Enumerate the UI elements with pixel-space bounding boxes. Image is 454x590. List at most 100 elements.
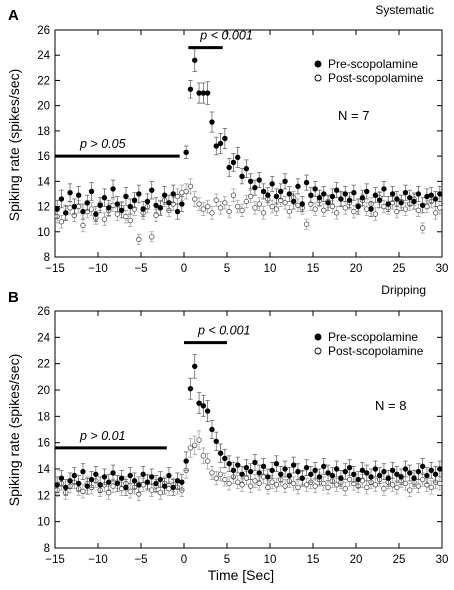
pre-scopolamine-point bbox=[101, 195, 108, 201]
post-scopolamine-point bbox=[419, 476, 426, 483]
x-tick-label: 25 bbox=[393, 554, 406, 566]
pre-scopolamine-point bbox=[381, 186, 387, 192]
post-scopolamine-point bbox=[196, 201, 202, 207]
pre-scopolamine-point bbox=[80, 208, 86, 215]
legend-label: Post-scopolamine bbox=[328, 344, 424, 358]
x-tick-label: 15 bbox=[307, 263, 320, 275]
post-scopolamine-point bbox=[247, 193, 254, 200]
pre-scopolamine-point bbox=[269, 181, 275, 187]
pre-scopolamine-point bbox=[260, 463, 267, 470]
pre-scopolamine-point bbox=[179, 201, 185, 207]
pre-scopolamine-point bbox=[93, 211, 99, 217]
pre-scopolamine-point bbox=[140, 206, 146, 212]
post-scopolamine-point bbox=[110, 483, 116, 489]
pre-scopolamine-point bbox=[415, 191, 422, 197]
pre-scopolamine-point bbox=[308, 471, 314, 477]
y-tick-label: 8 bbox=[44, 543, 50, 555]
pre-scopolamine-point bbox=[303, 464, 310, 471]
pre-scopolamine-point bbox=[415, 468, 422, 475]
post-scopolamine-point bbox=[222, 200, 228, 206]
x-tick-label: 0 bbox=[181, 263, 187, 275]
post-scopolamine-point bbox=[252, 478, 258, 484]
post-scopolamine-point bbox=[88, 206, 95, 212]
pre-scopolamine-point bbox=[196, 400, 202, 406]
post-scopolamine-point bbox=[437, 480, 443, 487]
post-scopolamine-point bbox=[389, 482, 396, 488]
post-scopolamine-point bbox=[247, 483, 254, 489]
post-scopolamine-point bbox=[372, 211, 379, 217]
pre-scopolamine-point bbox=[200, 403, 207, 409]
pre-scopolamine-point bbox=[402, 189, 409, 196]
post-scopolamine-point bbox=[290, 480, 297, 487]
pre-scopolamine-point bbox=[368, 206, 374, 212]
pre-scopolamine-point bbox=[424, 193, 430, 200]
pre-scopolamine-point bbox=[88, 188, 95, 195]
post-scopolamine-point bbox=[364, 484, 370, 491]
pre-scopolamine-point bbox=[114, 201, 121, 207]
pre-scopolamine-point bbox=[312, 186, 318, 192]
significance-label: p < 0.001 bbox=[197, 324, 250, 338]
post-scopolamine-point bbox=[235, 203, 241, 210]
pre-scopolamine-point bbox=[209, 119, 215, 125]
y-tick-label: 16 bbox=[37, 151, 50, 163]
post-scopolamine-point bbox=[226, 480, 232, 487]
pre-scopolamine-point bbox=[67, 478, 73, 484]
pre-scopolamine-point bbox=[303, 179, 310, 186]
post-scopolamine-point bbox=[282, 200, 288, 206]
pre-scopolamine-point bbox=[407, 470, 413, 476]
pre-scopolamine-point bbox=[372, 192, 379, 198]
post-scopolamine-point bbox=[415, 207, 422, 214]
post-scopolamine-point bbox=[346, 476, 353, 483]
post-scopolamine-point bbox=[256, 201, 262, 207]
pre-scopolamine-point bbox=[88, 476, 95, 483]
pre-scopolamine-point bbox=[153, 480, 159, 487]
y-tick-label: 20 bbox=[37, 101, 50, 113]
post-scopolamine-point bbox=[80, 222, 86, 229]
pre-scopolamine-point bbox=[273, 461, 280, 467]
pre-scopolamine-point bbox=[97, 482, 103, 488]
y-tick-label: 14 bbox=[37, 176, 50, 188]
pre-scopolamine-point bbox=[338, 475, 344, 481]
pre-scopolamine-point bbox=[333, 466, 340, 472]
post-scopolamine-point bbox=[58, 218, 65, 225]
post-scopolamine-point bbox=[402, 206, 409, 212]
pre-scopolamine-point bbox=[325, 470, 331, 476]
pre-scopolamine-point bbox=[372, 466, 379, 472]
pre-scopolamine-point bbox=[278, 188, 284, 195]
panel-a: A Systematic Spiking rate (spikes/sec) −… bbox=[6, 3, 448, 275]
panel-letter-a: A bbox=[8, 7, 19, 24]
post-scopolamine-point bbox=[286, 208, 293, 215]
post-scopolamine-point bbox=[394, 484, 400, 491]
pre-scopolamine-point bbox=[376, 197, 383, 203]
post-scopolamine-point bbox=[239, 207, 245, 214]
post-scopolamine-point bbox=[303, 221, 310, 227]
pre-scopolamine-point bbox=[282, 466, 288, 472]
pre-scopolamine-point bbox=[161, 192, 168, 198]
post-scopolamine-point bbox=[321, 207, 327, 214]
panel-b: B Dripping Spiking rate (spikes/sec) −15… bbox=[6, 283, 448, 566]
post-scopolamine-point bbox=[381, 203, 387, 210]
x-tick-label: −10 bbox=[88, 554, 108, 566]
pre-scopolamine-point bbox=[118, 475, 125, 481]
pre-scopolamine-point bbox=[278, 471, 284, 477]
pre-scopolamine-point bbox=[149, 474, 155, 480]
panel-letter-b: B bbox=[8, 289, 19, 306]
pre-scopolamine-point bbox=[247, 468, 254, 475]
pre-scopolamine-point bbox=[213, 143, 219, 149]
pre-scopolamine-point bbox=[192, 57, 198, 63]
pre-scopolamine-point bbox=[63, 210, 69, 216]
pre-scopolamine-point bbox=[286, 472, 293, 479]
y-tick-label: 12 bbox=[37, 202, 50, 214]
pre-scopolamine-point bbox=[402, 466, 409, 472]
pre-scopolamine-point bbox=[407, 195, 413, 201]
pre-scopolamine-point bbox=[136, 191, 142, 197]
y-tick-label: 22 bbox=[37, 359, 50, 371]
pre-scopolamine-point bbox=[338, 196, 344, 202]
post-scopolamine-point bbox=[110, 202, 116, 208]
pre-scopolamine-point bbox=[316, 474, 323, 480]
pre-scopolamine-point bbox=[437, 466, 443, 472]
post-scopolamine-point bbox=[295, 484, 301, 491]
pre-scopolamine-point bbox=[174, 208, 181, 215]
y-tick-label: 10 bbox=[37, 517, 50, 529]
pre-scopolamine-point bbox=[230, 159, 237, 166]
